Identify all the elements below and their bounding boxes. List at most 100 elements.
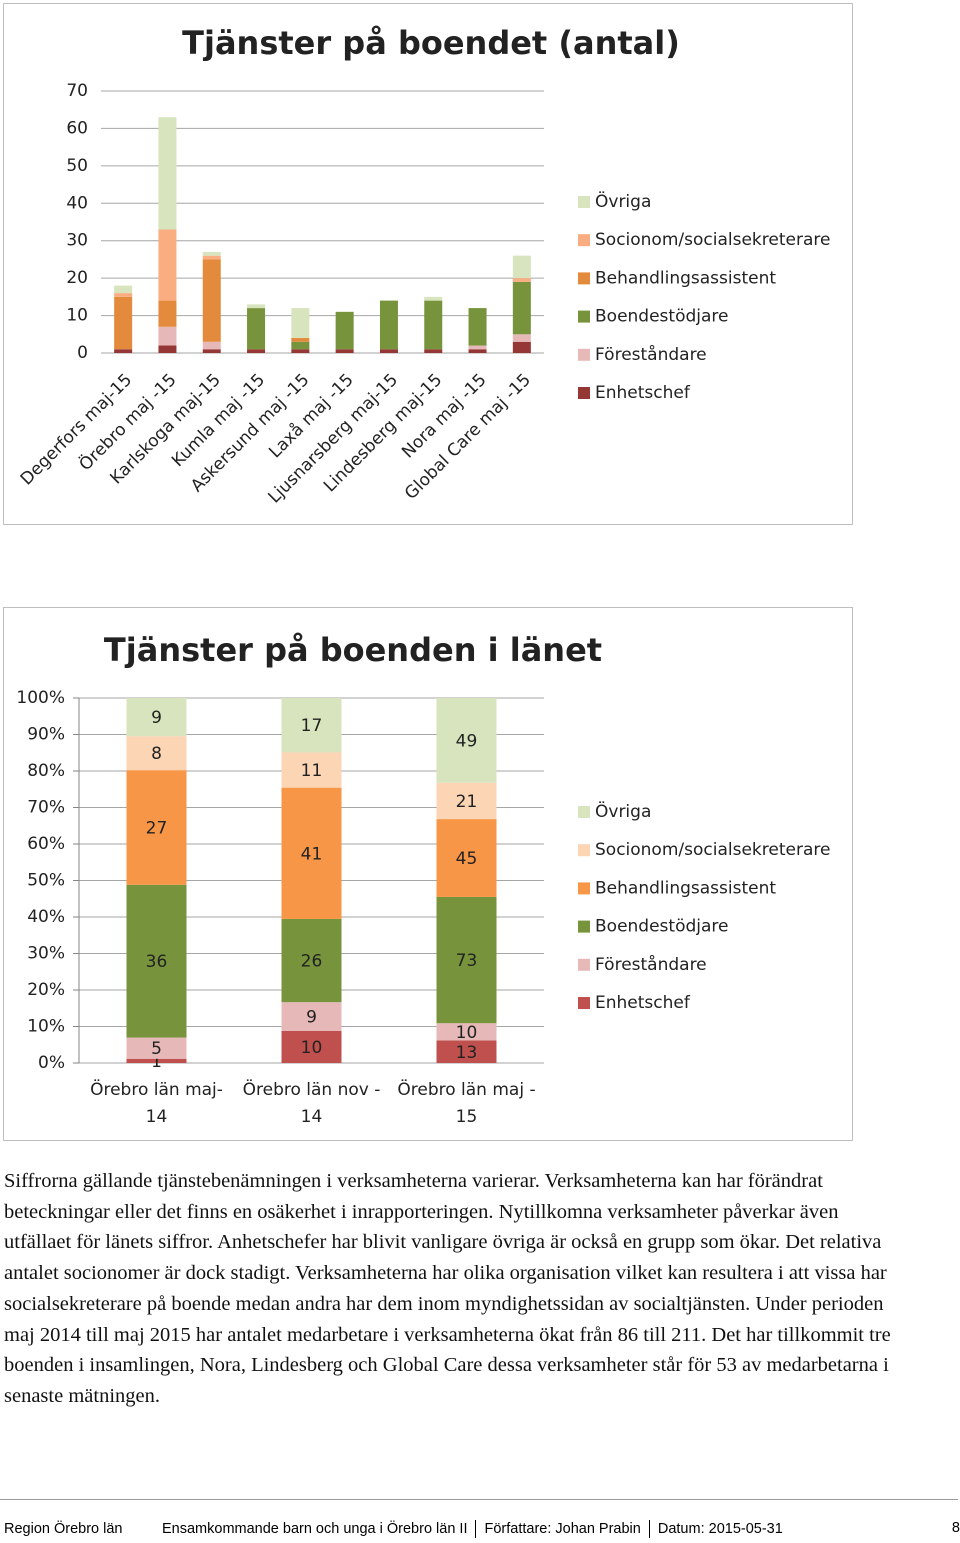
bar-segment: [281, 918, 342, 1003]
legend-label: Boendestödjare: [595, 917, 728, 937]
data-label: 11: [301, 761, 323, 781]
legend-swatch: [578, 958, 590, 971]
bar-segment: [512, 278, 531, 282]
bar-segment: [281, 752, 342, 788]
y-tick-label: 10: [66, 306, 88, 326]
data-label: 17: [301, 716, 323, 736]
bar-segment: [126, 736, 187, 771]
bar-segment: [291, 349, 310, 353]
legend-swatch: [578, 387, 590, 399]
bar-segment: [436, 1040, 497, 1063]
y-tick-label: 70: [66, 81, 88, 101]
y-tick-label: 80%: [27, 761, 65, 781]
footer-org: Region Örebro län: [4, 1520, 123, 1537]
y-tick-label: 0%: [38, 1053, 65, 1073]
bar-segment: [247, 308, 266, 350]
y-tick-label: 20: [66, 268, 88, 288]
data-label: 8: [151, 744, 162, 764]
footer-doc: Ensamkommande barn och unga i Örebro län…: [162, 1520, 468, 1537]
data-label: 9: [151, 708, 162, 728]
bar-segment: [158, 326, 177, 346]
data-label: 45: [456, 849, 478, 869]
bar-segment: [468, 345, 487, 350]
bar-segment: [281, 787, 342, 919]
legend-label: Föreståndare: [595, 954, 707, 975]
separator: [648, 1520, 650, 1538]
legend-swatch: [578, 234, 590, 247]
bar-segment: [468, 308, 487, 346]
data-label: 26: [301, 952, 323, 972]
bar-segment: [379, 349, 398, 353]
y-tick-label: 60: [66, 118, 88, 138]
bar-segment: [158, 345, 177, 353]
legend-swatch: [578, 196, 590, 208]
chart: Tjänster på boenden i länet 0% 10% 20% 30% 40…: [16, 631, 830, 1073]
bar-segment: [281, 1030, 342, 1063]
bar-segment: [424, 296, 443, 301]
legend-swatch: [578, 272, 590, 285]
footer-page: 8: [951, 1520, 960, 1536]
y-tick-label: 20%: [27, 980, 65, 1000]
data-label: 10: [301, 1038, 323, 1058]
y-tick-label: 50: [66, 156, 88, 176]
legend-label: Behandlingsassistent: [595, 878, 776, 898]
bar-segment: [335, 311, 354, 350]
bar-segment: [468, 349, 487, 353]
bar-segment: [281, 698, 342, 753]
x-tick-label: Örebro län maj - 15: [397, 1080, 536, 1127]
data-label: 9: [306, 1008, 317, 1028]
bar-segment: [114, 293, 133, 297]
bar-segment: [424, 349, 443, 353]
x-tick-label: Örebro län maj-14: [90, 1080, 223, 1127]
bar-segment: [126, 1037, 187, 1059]
legend-label: Socionom/socialsekreterare: [595, 230, 830, 250]
bar-segment: [158, 117, 177, 230]
data-label: 41: [301, 844, 323, 864]
legend-swatch: [578, 310, 590, 323]
bar-segment: [436, 896, 497, 1024]
bar-segment: [335, 349, 354, 353]
legend-label: Boendestödjare: [595, 307, 728, 327]
bar-segment: [291, 341, 310, 350]
bar-segment: [126, 1058, 187, 1063]
legend-label: Enhetschef: [595, 993, 691, 1013]
legend-swatch: [578, 920, 590, 933]
y-tick-label: 40%: [27, 907, 65, 927]
bar-segment: [114, 349, 133, 353]
data-label: 10: [456, 1023, 478, 1043]
y-tick-label: 30: [66, 231, 88, 251]
bar-segment: [114, 285, 133, 294]
separator: [475, 1520, 477, 1538]
y-tick-label: 10%: [27, 1017, 65, 1037]
data-label: 1: [151, 1052, 162, 1072]
data-label: 36: [146, 952, 168, 972]
y-tick-label: 40: [66, 193, 88, 213]
data-label: 49: [456, 731, 478, 751]
bar-segment: [379, 300, 398, 350]
data-label: 21: [456, 792, 478, 812]
legend-label: Övriga: [595, 800, 651, 822]
bar-segment: [126, 770, 187, 885]
legend-swatch: [578, 806, 590, 818]
y-tick-label: 70%: [27, 798, 65, 818]
bar-segment: [436, 698, 497, 783]
bar-segment: [202, 349, 221, 353]
data-label: 27: [146, 818, 168, 838]
y-tick-label: 60%: [27, 834, 65, 854]
body-text: Siffrorna gällande tjänstebenämningen i …: [4, 1170, 891, 1407]
bar-segment: [291, 308, 310, 339]
footer-author: Författare: Johan Prabin: [484, 1520, 641, 1537]
legend-label: Socionom/socialsekreterare: [595, 840, 830, 860]
x-tick-label: Örebro län nov - 14: [242, 1080, 381, 1127]
y-tick-label: 0: [77, 343, 88, 363]
legend-label: Behandlingsassistent: [595, 268, 776, 288]
bar-segment: [424, 300, 443, 350]
bar-segment: [436, 782, 497, 820]
chart-box: Tjänster på boendet (antal) 0 10 20 30 40 50 60…: [3, 3, 853, 525]
footer-date: Datum: 2015-05-31: [657, 1520, 783, 1537]
bar-segment: [158, 229, 177, 301]
bar-segment: [202, 341, 221, 350]
y-tick-label: 90%: [27, 725, 65, 745]
legend-swatch: [578, 348, 590, 361]
